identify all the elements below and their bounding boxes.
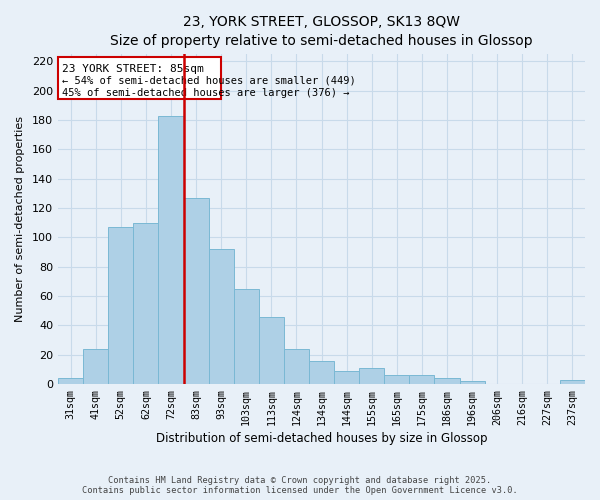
Text: 45% of semi-detached houses are larger (376) →: 45% of semi-detached houses are larger (… [62, 88, 349, 98]
Bar [58, 378, 83, 384]
Bar [284, 349, 309, 384]
Bar [133, 222, 158, 384]
Title: 23, YORK STREET, GLOSSOP, SK13 8QW
Size of property relative to semi-detached ho: 23, YORK STREET, GLOSSOP, SK13 8QW Size … [110, 15, 533, 48]
Bar [434, 378, 460, 384]
Text: Contains HM Land Registry data © Crown copyright and database right 2025.
Contai: Contains HM Land Registry data © Crown c… [82, 476, 518, 495]
Bar [209, 249, 234, 384]
Bar [234, 289, 259, 384]
Bar [184, 198, 209, 384]
Bar [108, 227, 133, 384]
Y-axis label: Number of semi-detached properties: Number of semi-detached properties [15, 116, 25, 322]
Bar [158, 116, 184, 384]
Bar [58, 57, 221, 100]
Bar [334, 371, 359, 384]
Bar [259, 316, 284, 384]
Bar [83, 349, 108, 384]
Text: ← 54% of semi-detached houses are smaller (449): ← 54% of semi-detached houses are smalle… [62, 76, 356, 86]
Bar [560, 380, 585, 384]
Bar [409, 376, 434, 384]
Bar [359, 368, 384, 384]
Bar [384, 376, 409, 384]
Text: 23 YORK STREET: 85sqm: 23 YORK STREET: 85sqm [62, 64, 203, 74]
Bar [309, 360, 334, 384]
Bar [460, 382, 485, 384]
X-axis label: Distribution of semi-detached houses by size in Glossop: Distribution of semi-detached houses by … [156, 432, 487, 445]
